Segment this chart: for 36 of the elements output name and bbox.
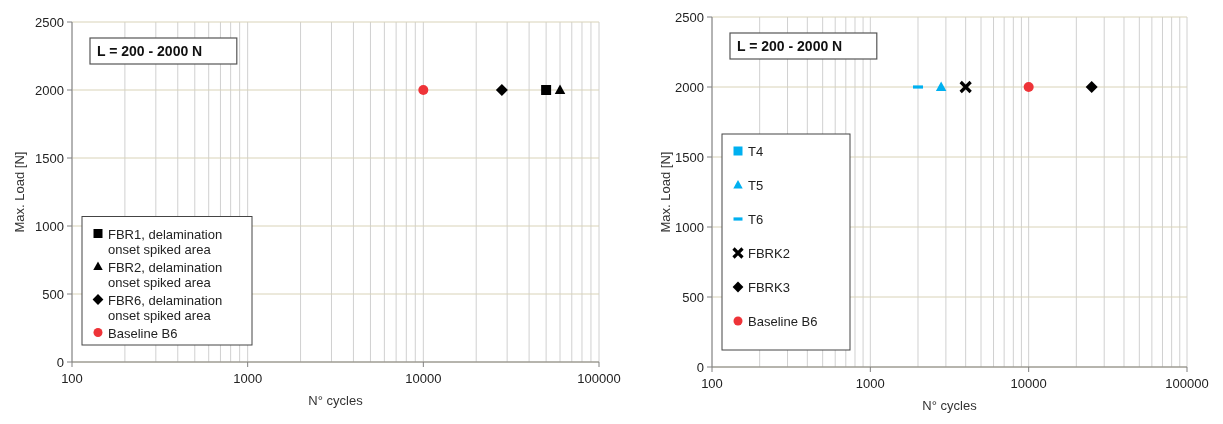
- y-axis-title: Max. Load [N]: [658, 151, 673, 233]
- legend-label: FBR2, delamination onset spiked area: [108, 259, 223, 290]
- y-tick-label: 1000: [35, 218, 64, 234]
- legend-label: FBR6, delamination onset spiked area: [108, 292, 223, 323]
- y-tick-label: 2500: [675, 9, 704, 25]
- legend-label: T5: [748, 178, 764, 193]
- legend-label: Baseline B6: [108, 325, 178, 341]
- legend-label: FBRK3: [748, 280, 790, 295]
- y-tick-label: 1500: [675, 149, 704, 165]
- y-tick-label: 2000: [675, 79, 704, 95]
- y-tick-label: 500: [42, 286, 64, 302]
- x-tick-label: 1000: [233, 371, 263, 386]
- x-tick-label: 10000: [1010, 376, 1047, 391]
- x-tick-label: 100000: [1165, 376, 1209, 391]
- y-tick-label: 500: [682, 289, 704, 305]
- x-axis-title: N° cycles: [308, 393, 364, 408]
- y-tick-label: 1500: [35, 150, 64, 166]
- x-tick-label: 100000: [577, 371, 621, 386]
- legend-label: FBRK2: [748, 246, 790, 261]
- annotation: L = 200 - 2000 N: [737, 38, 843, 54]
- x-tick-label: 100: [701, 376, 723, 391]
- y-tick-label: 1000: [675, 219, 704, 235]
- legend-label: FBR1, delamination onset spiked area: [108, 226, 223, 257]
- y-tick-label: 0: [696, 359, 704, 375]
- x-axis-title: N° cycles: [922, 398, 978, 413]
- y-tick-label: 2500: [35, 14, 64, 30]
- x-tick-label: 1000: [855, 376, 885, 391]
- y-axis-title: Max. Load [N]: [12, 151, 27, 233]
- x-tick-label: 10000: [405, 371, 442, 386]
- legend-label: T6: [748, 212, 764, 227]
- legend-label: Baseline B6: [748, 314, 818, 329]
- y-tick-label: 2000: [35, 82, 64, 98]
- y-tick-label: 0: [56, 354, 64, 370]
- x-tick-label: 100: [61, 371, 83, 386]
- annotation: L = 200 - 2000 N: [97, 43, 203, 59]
- legend-label: T4: [748, 144, 764, 159]
